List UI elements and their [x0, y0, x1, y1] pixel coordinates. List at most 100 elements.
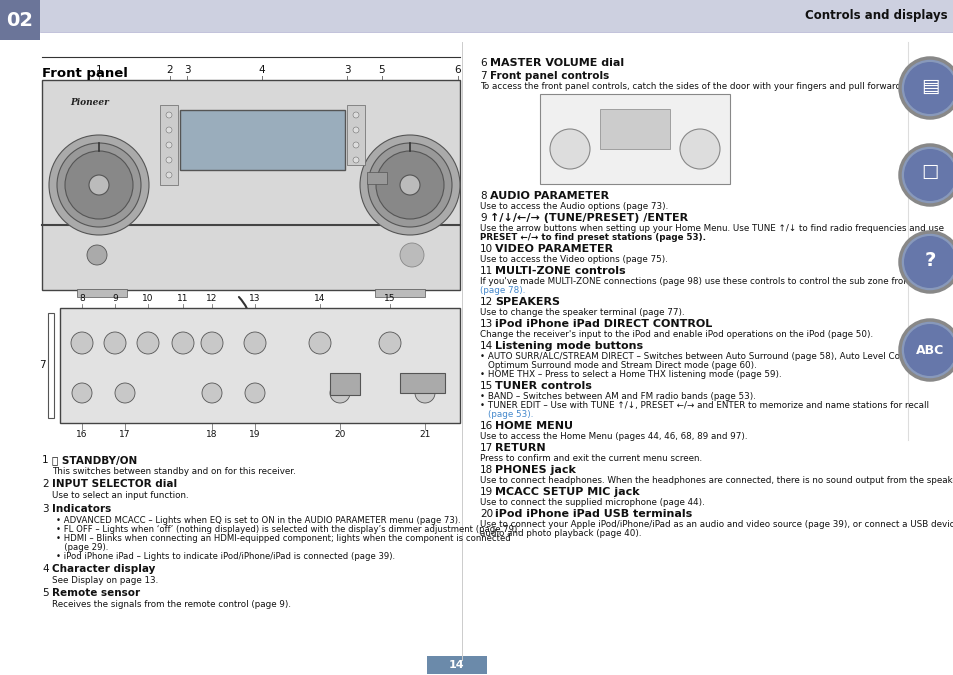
Circle shape	[115, 383, 135, 403]
Text: 14: 14	[479, 341, 493, 351]
Text: iPod iPhone iPad USB terminals: iPod iPhone iPad USB terminals	[495, 509, 692, 519]
Text: 18: 18	[479, 465, 493, 475]
Bar	[77, 289, 127, 297]
Circle shape	[166, 112, 172, 118]
Text: 9: 9	[479, 213, 486, 223]
Text: SPEAKERS: SPEAKERS	[495, 297, 559, 307]
Text: Use to access the Home Menu (pages 44, 46, 68, 89 and 97).: Use to access the Home Menu (pages 44, 4…	[479, 432, 747, 441]
Text: Use to access the Video options (page 75).: Use to access the Video options (page 75…	[479, 255, 667, 264]
Text: (page 78).: (page 78).	[479, 286, 525, 295]
Text: audio and photo playback (page 40).: audio and photo playback (page 40).	[479, 529, 640, 538]
Text: 10: 10	[479, 244, 493, 254]
Text: MCACC SETUP MIC jack: MCACC SETUP MIC jack	[495, 487, 639, 497]
Text: 14: 14	[449, 660, 464, 670]
Circle shape	[57, 143, 141, 227]
Circle shape	[89, 175, 109, 195]
Text: 17: 17	[119, 430, 131, 439]
Circle shape	[679, 129, 720, 169]
Circle shape	[368, 143, 452, 227]
Text: Indicators: Indicators	[52, 504, 112, 514]
Text: • HDMI – Blinks when connecting an HDMI-equipped component; lights when the comp: • HDMI – Blinks when connecting an HDMI-…	[56, 534, 510, 543]
Bar	[42, 80, 459, 290]
Text: iPod iPhone iPad DIRECT CONTROL: iPod iPhone iPad DIRECT CONTROL	[495, 319, 712, 329]
Text: Receives the signals from the remote control (page 9).: Receives the signals from the remote con…	[52, 600, 291, 609]
Text: ↑/↓/←/→ (TUNE/PRESET) /ENTER: ↑/↓/←/→ (TUNE/PRESET) /ENTER	[490, 213, 687, 223]
Text: 7: 7	[479, 71, 486, 81]
Text: ▤: ▤	[920, 76, 938, 95]
Bar	[48, 313, 54, 418]
Text: INPUT SELECTOR dial: INPUT SELECTOR dial	[52, 479, 177, 489]
Text: 6: 6	[479, 58, 486, 68]
Text: Front panel: Front panel	[42, 67, 128, 80]
Text: 19: 19	[249, 430, 260, 439]
Text: (page 29).: (page 29).	[56, 543, 109, 552]
Text: Use to connect headphones. When the headphones are connected, there is no sound : Use to connect headphones. When the head…	[479, 476, 953, 485]
Text: 8: 8	[479, 191, 486, 201]
Bar	[367, 172, 387, 184]
Text: Character display: Character display	[52, 564, 155, 574]
Bar	[399, 373, 444, 393]
Text: 13: 13	[249, 294, 260, 303]
Text: • ADVANCED MCACC – Lights when EQ is set to ON in the AUDIO PARAMETER menu (page: • ADVANCED MCACC – Lights when EQ is set…	[56, 516, 460, 525]
Text: 6: 6	[455, 65, 461, 75]
Circle shape	[166, 157, 172, 163]
Text: 5: 5	[42, 588, 49, 598]
Text: VIDEO PARAMETER: VIDEO PARAMETER	[495, 244, 613, 254]
Circle shape	[375, 151, 443, 219]
Text: Remote sensor: Remote sensor	[52, 588, 140, 598]
Text: • TUNER EDIT – Use with TUNE ↑/↓, PRESET ←/→ and ENTER to memorize and name stat: • TUNER EDIT – Use with TUNE ↑/↓, PRESET…	[479, 401, 928, 410]
Text: Change the receiver's input to the iPod and enable iPod operations on the iPod (: Change the receiver's input to the iPod …	[479, 330, 872, 339]
Text: 16: 16	[76, 430, 88, 439]
Text: 02: 02	[7, 11, 33, 30]
Text: (page 53).: (page 53).	[488, 410, 533, 419]
Text: ABC: ABC	[915, 344, 943, 356]
Circle shape	[899, 232, 953, 292]
Circle shape	[49, 135, 149, 235]
Text: • HOME THX – Press to select a Home THX listening mode (page 59).: • HOME THX – Press to select a Home THX …	[479, 370, 781, 379]
Text: 15: 15	[479, 381, 493, 391]
Text: 8: 8	[79, 294, 85, 303]
Text: 18: 18	[206, 430, 217, 439]
Text: 11: 11	[177, 294, 189, 303]
Text: 3: 3	[343, 65, 350, 75]
FancyArrowPatch shape	[238, 297, 250, 342]
Circle shape	[71, 332, 92, 354]
Circle shape	[359, 135, 459, 235]
Text: • AUTO SURR/ALC/STREAM DIRECT – Switches between Auto Surround (page 58), Auto L: • AUTO SURR/ALC/STREAM DIRECT – Switches…	[479, 352, 922, 361]
Text: 5: 5	[378, 65, 385, 75]
Circle shape	[309, 332, 331, 354]
Text: 3: 3	[42, 504, 49, 514]
Text: 10: 10	[142, 294, 153, 303]
Text: Front panel controls: Front panel controls	[490, 71, 609, 81]
Circle shape	[166, 142, 172, 148]
Text: 2: 2	[167, 65, 173, 75]
Text: ⓔ STANDBY/ON: ⓔ STANDBY/ON	[52, 455, 137, 465]
Text: ☐: ☐	[921, 163, 938, 182]
Circle shape	[899, 145, 953, 205]
Text: 3: 3	[184, 65, 190, 75]
Circle shape	[201, 332, 223, 354]
Text: HOME MENU: HOME MENU	[495, 421, 573, 431]
Text: 13: 13	[479, 319, 493, 329]
Circle shape	[71, 383, 91, 403]
Circle shape	[353, 112, 358, 118]
Bar	[539, 94, 729, 184]
Circle shape	[353, 142, 358, 148]
Text: ?: ?	[923, 250, 935, 269]
Circle shape	[202, 383, 222, 403]
Text: • BAND – Switches between AM and FM radio bands (page 53).: • BAND – Switches between AM and FM radi…	[479, 392, 755, 401]
Text: PHONES jack: PHONES jack	[495, 465, 576, 475]
Circle shape	[550, 129, 589, 169]
Text: Use to select an input function.: Use to select an input function.	[52, 491, 189, 500]
Circle shape	[399, 243, 423, 267]
Text: 21: 21	[419, 430, 430, 439]
Circle shape	[104, 332, 126, 354]
Circle shape	[172, 332, 193, 354]
Circle shape	[415, 383, 435, 403]
Bar	[599, 109, 669, 149]
Text: 2: 2	[42, 479, 49, 489]
Circle shape	[903, 62, 953, 114]
Circle shape	[166, 127, 172, 133]
Text: 11: 11	[479, 266, 493, 276]
Text: MASTER VOLUME dial: MASTER VOLUME dial	[490, 58, 623, 68]
